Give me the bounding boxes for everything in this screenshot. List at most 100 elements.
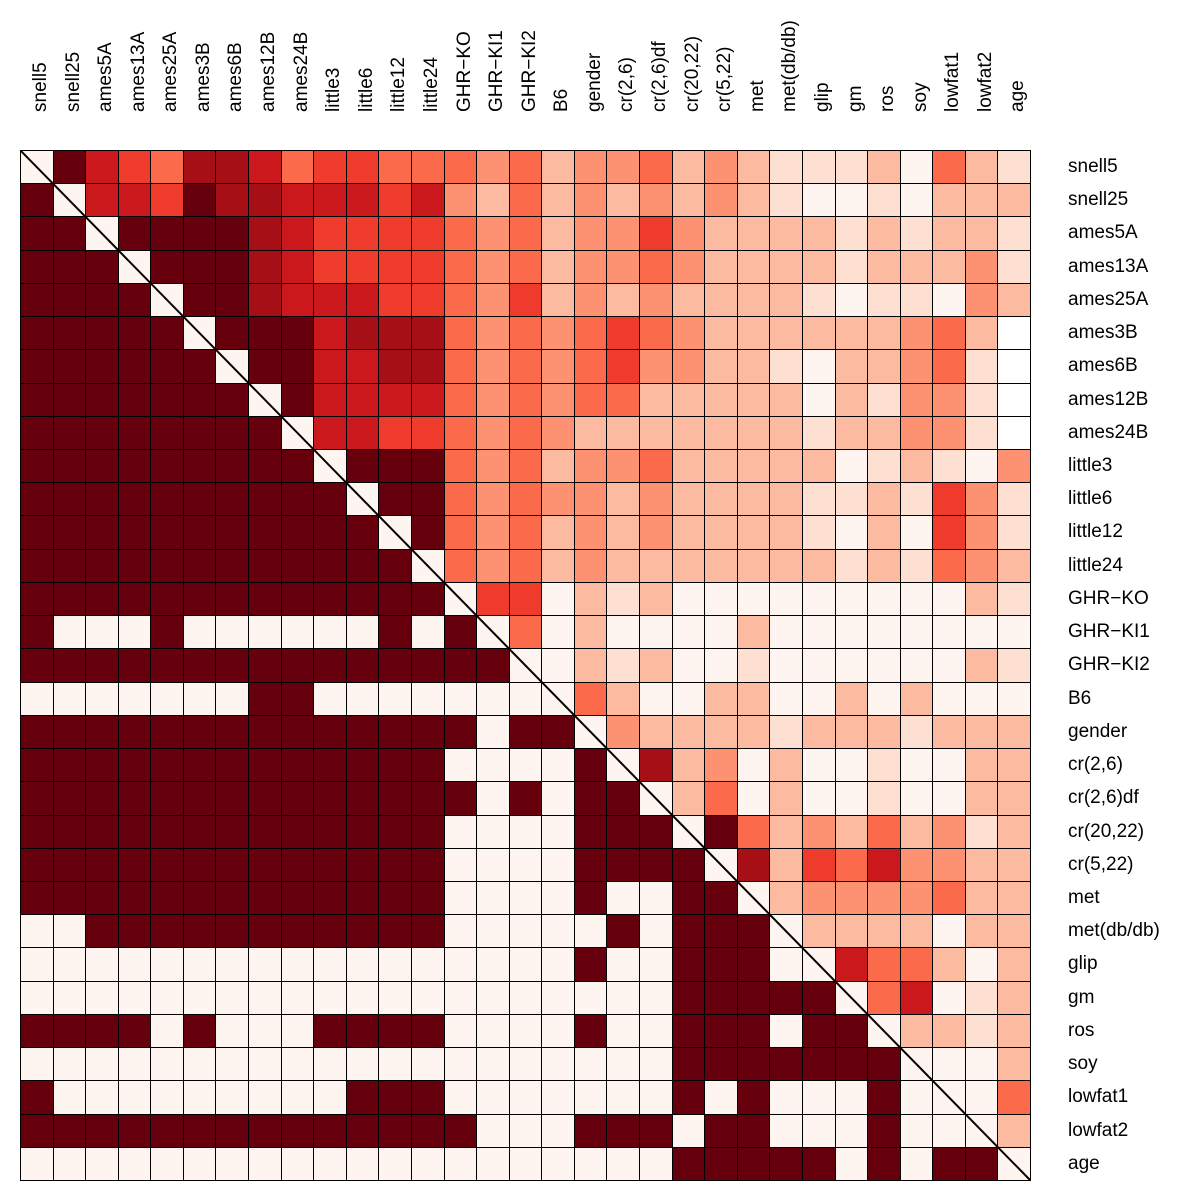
upper-cell xyxy=(280,150,315,185)
lower-cell xyxy=(280,914,315,949)
lower-cell xyxy=(378,615,412,650)
upper-cell xyxy=(997,847,1031,882)
row-label: soy xyxy=(1068,1053,1098,1075)
lower-cell xyxy=(117,914,152,949)
column-label-text: snell25 xyxy=(62,51,84,112)
lower-cell xyxy=(117,947,152,982)
upper-cell xyxy=(736,482,771,517)
upper-cell xyxy=(932,415,966,451)
lower-cell xyxy=(280,714,315,750)
lower-cell xyxy=(248,548,282,583)
lower-cell xyxy=(52,748,87,783)
upper-cell xyxy=(508,515,543,550)
lower-cell xyxy=(410,847,445,882)
column-label: snell5 xyxy=(24,0,57,112)
lower-cell xyxy=(671,1146,706,1181)
upper-cell xyxy=(639,548,673,583)
column-label: met xyxy=(741,0,774,112)
lower-cell xyxy=(313,980,347,1015)
upper-cell xyxy=(573,681,608,716)
column-label: ames3B xyxy=(187,0,220,112)
upper-cell xyxy=(834,282,869,318)
column-label-text: little3 xyxy=(323,67,345,112)
column-label-text: gm xyxy=(844,85,866,112)
lower-cell xyxy=(85,914,119,949)
upper-cell xyxy=(150,183,184,218)
lower-cell xyxy=(52,781,87,816)
upper-cell xyxy=(639,449,673,484)
upper-cell xyxy=(964,681,999,716)
column-label-text: lowfat1 xyxy=(942,51,964,112)
upper-cell xyxy=(182,216,217,251)
lower-cell xyxy=(639,1146,673,1181)
upper-cell xyxy=(964,781,999,816)
lower-cell xyxy=(85,581,119,617)
column-label-text: GHR−KI1 xyxy=(486,30,508,112)
upper-cell xyxy=(899,648,934,683)
lower-cell xyxy=(215,1080,250,1115)
lower-cell xyxy=(52,1047,87,1082)
upper-cell xyxy=(769,548,803,583)
lower-cell xyxy=(313,947,347,982)
lower-cell xyxy=(150,648,184,683)
upper-cell xyxy=(736,515,771,550)
upper-cell xyxy=(736,714,771,750)
upper-cell xyxy=(378,249,412,284)
column-label: met(db/db) xyxy=(773,0,806,112)
lower-cell xyxy=(704,1080,738,1115)
lower-cell xyxy=(443,947,478,982)
upper-cell xyxy=(378,150,412,185)
lower-cell xyxy=(378,914,412,949)
lower-cell xyxy=(476,748,510,783)
column-label: ames12B xyxy=(252,0,285,112)
lower-cell xyxy=(182,947,217,982)
upper-cell xyxy=(606,449,641,484)
lower-cell xyxy=(182,515,217,550)
lower-cell xyxy=(182,914,217,949)
lower-cell xyxy=(117,814,152,849)
lower-cell xyxy=(801,1047,836,1082)
lower-cell xyxy=(476,1047,510,1082)
column-label-text: B6 xyxy=(551,88,573,112)
column-label-text: glip xyxy=(811,82,833,112)
lower-cell xyxy=(150,581,184,617)
upper-cell xyxy=(443,515,478,550)
column-label: lowfat2 xyxy=(969,0,1002,112)
lower-cell xyxy=(248,980,282,1015)
lower-cell xyxy=(704,1047,738,1082)
upper-cell xyxy=(639,382,673,417)
lower-cell xyxy=(410,648,445,683)
upper-cell xyxy=(443,183,478,218)
upper-cell xyxy=(280,349,315,384)
upper-cell xyxy=(671,515,706,550)
lower-cell xyxy=(769,1047,803,1082)
column-label-text: age xyxy=(1007,80,1029,112)
lower-cell xyxy=(117,714,152,750)
row-label: gm xyxy=(1068,986,1095,1008)
upper-cell xyxy=(378,382,412,417)
column-label: gm xyxy=(839,0,872,112)
lower-cell xyxy=(704,980,738,1015)
upper-cell xyxy=(867,150,901,185)
column-label: little3 xyxy=(317,0,350,112)
upper-cell xyxy=(215,183,250,218)
lower-cell xyxy=(117,282,152,318)
lower-cell xyxy=(736,1047,771,1082)
column-label-text: GHR−KI2 xyxy=(518,30,540,112)
upper-cell xyxy=(476,349,510,384)
lower-cell xyxy=(85,1080,119,1115)
lower-cell xyxy=(52,415,87,451)
lower-cell xyxy=(410,980,445,1015)
upper-cell xyxy=(801,748,836,783)
lower-cell xyxy=(834,1113,869,1148)
upper-cell xyxy=(964,449,999,484)
upper-cell xyxy=(997,449,1031,484)
diagonal-line xyxy=(20,150,1031,1181)
upper-cell xyxy=(215,150,250,185)
lower-cell xyxy=(313,581,347,617)
lower-cell xyxy=(410,1113,445,1148)
upper-cell xyxy=(899,880,934,916)
upper-cell xyxy=(801,880,836,916)
lower-cell xyxy=(378,1146,412,1181)
lower-cell xyxy=(215,880,250,916)
